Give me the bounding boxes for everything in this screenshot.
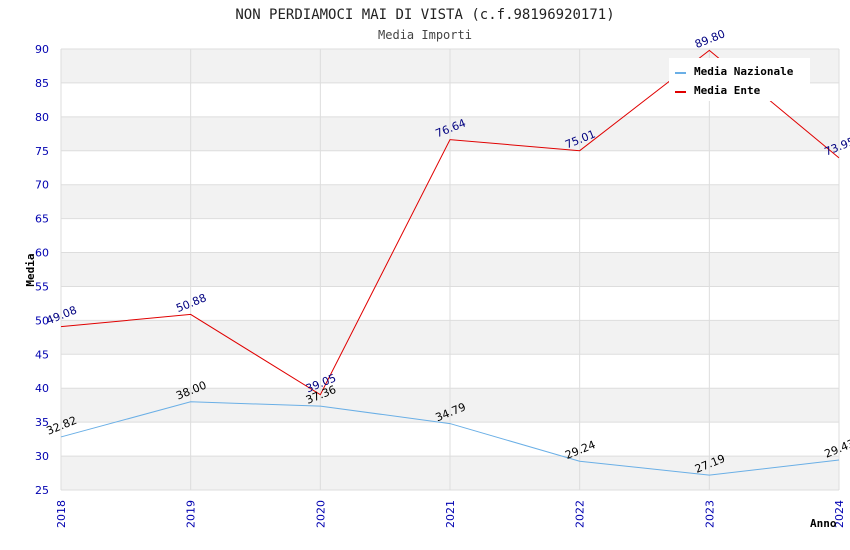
y-tick-label: 70 [35, 179, 49, 192]
x-axis-label: Anno [810, 517, 837, 530]
y-tick-label: 60 [35, 247, 49, 260]
x-axis-ticks: 2018 2019 2020 2021 2022 2023 2024 [55, 500, 846, 528]
y-tick-label: 75 [35, 145, 49, 158]
series-line-media-ente [60, 49, 840, 396]
chart-subtitle: Media Importi [378, 28, 472, 42]
y-tick-label: 50 [35, 314, 49, 327]
x-tick-label: 2020 [314, 500, 327, 528]
y-tick-label: 55 [35, 280, 49, 293]
y-tick-label: 80 [35, 111, 49, 124]
y-tick-label: 45 [35, 348, 49, 361]
x-tick-label: 2019 [185, 500, 198, 528]
y-tick-label: 25 [35, 484, 49, 497]
legend-entry: Media Ente [694, 84, 761, 97]
legend-entry: Media Nazionale [694, 65, 794, 78]
x-tick-label: 2018 [55, 500, 68, 528]
x-tick-label: 2023 [703, 500, 716, 528]
x-tick-label: 2022 [574, 500, 587, 528]
y-tick-label: 85 [35, 77, 49, 90]
y-tick-label: 30 [35, 450, 49, 463]
y-tick-label: 40 [35, 382, 49, 395]
y-tick-label: 35 [35, 416, 49, 429]
chart-title: NON PERDIAMOCI MAI DI VISTA (c.f.9819692… [235, 7, 614, 23]
legend-box [669, 58, 810, 101]
y-tick-label: 65 [35, 213, 49, 226]
x-tick-label: 2024 [833, 500, 846, 528]
y-axis-ticks: 25 30 35 40 45 50 55 60 65 70 75 80 85 90 [35, 43, 49, 497]
series-line-media-nazionale [60, 401, 840, 476]
grid-lines [60, 48, 840, 491]
series-lines [60, 49, 840, 476]
data-label: 89.80 [693, 27, 727, 51]
y-tick-label: 90 [35, 43, 49, 56]
x-tick-label: 2021 [444, 500, 457, 528]
y-axis-label: Media [24, 253, 37, 286]
legend: Media Nazionale Media Ente [669, 58, 810, 101]
